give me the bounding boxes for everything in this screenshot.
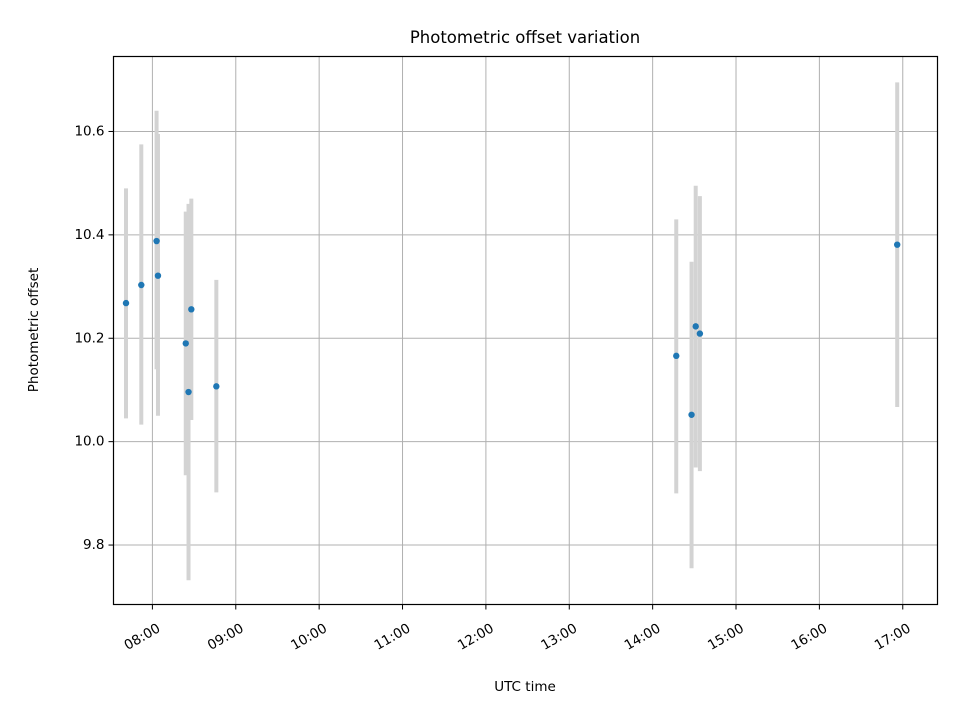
x-tick-label: 12:00 [455,620,497,653]
grid [113,56,938,605]
x-tick-label: 15:00 [705,620,747,653]
data-points [122,237,901,418]
y-tick-label: 10.2 [74,330,104,346]
axis-ticks: 08:00 09:00 10:00 11:00 12:00 13:00 14:00 15:00… [74,123,913,653]
x-tick-label: 10:00 [288,620,330,653]
x-tick-label: 14:00 [622,620,664,653]
data-point [673,352,680,360]
x-tick-label: 16:00 [788,620,830,653]
data-point [182,340,189,347]
data-point [138,281,145,289]
data-point [153,237,160,245]
data-point [894,241,901,248]
chart-title: Photometric offset variation [410,28,640,47]
x-tick-label: 09:00 [205,620,247,653]
y-tick-label: 10.6 [74,123,104,139]
plot-frame [112,55,939,606]
data-point [213,383,220,390]
data-point [122,299,130,307]
y-tick-label: 10.4 [74,227,104,243]
data-point [688,411,695,418]
x-tick-label: 17:00 [872,620,914,653]
data-point [154,272,162,279]
y-tick-label: 9.8 [83,537,104,553]
data-point [692,323,699,330]
y-tick-label: 10.0 [74,434,104,450]
data-point [696,330,704,337]
error-bars [124,82,900,581]
data-point [188,306,195,313]
x-axis-label: UTC time [494,679,556,695]
x-tick-label: 13:00 [538,620,580,653]
x-tick-label: 08:00 [122,620,164,653]
data-point [185,388,192,396]
x-tick-label: 11:00 [372,620,414,653]
y-axis-label: Photometric offset [26,268,42,392]
